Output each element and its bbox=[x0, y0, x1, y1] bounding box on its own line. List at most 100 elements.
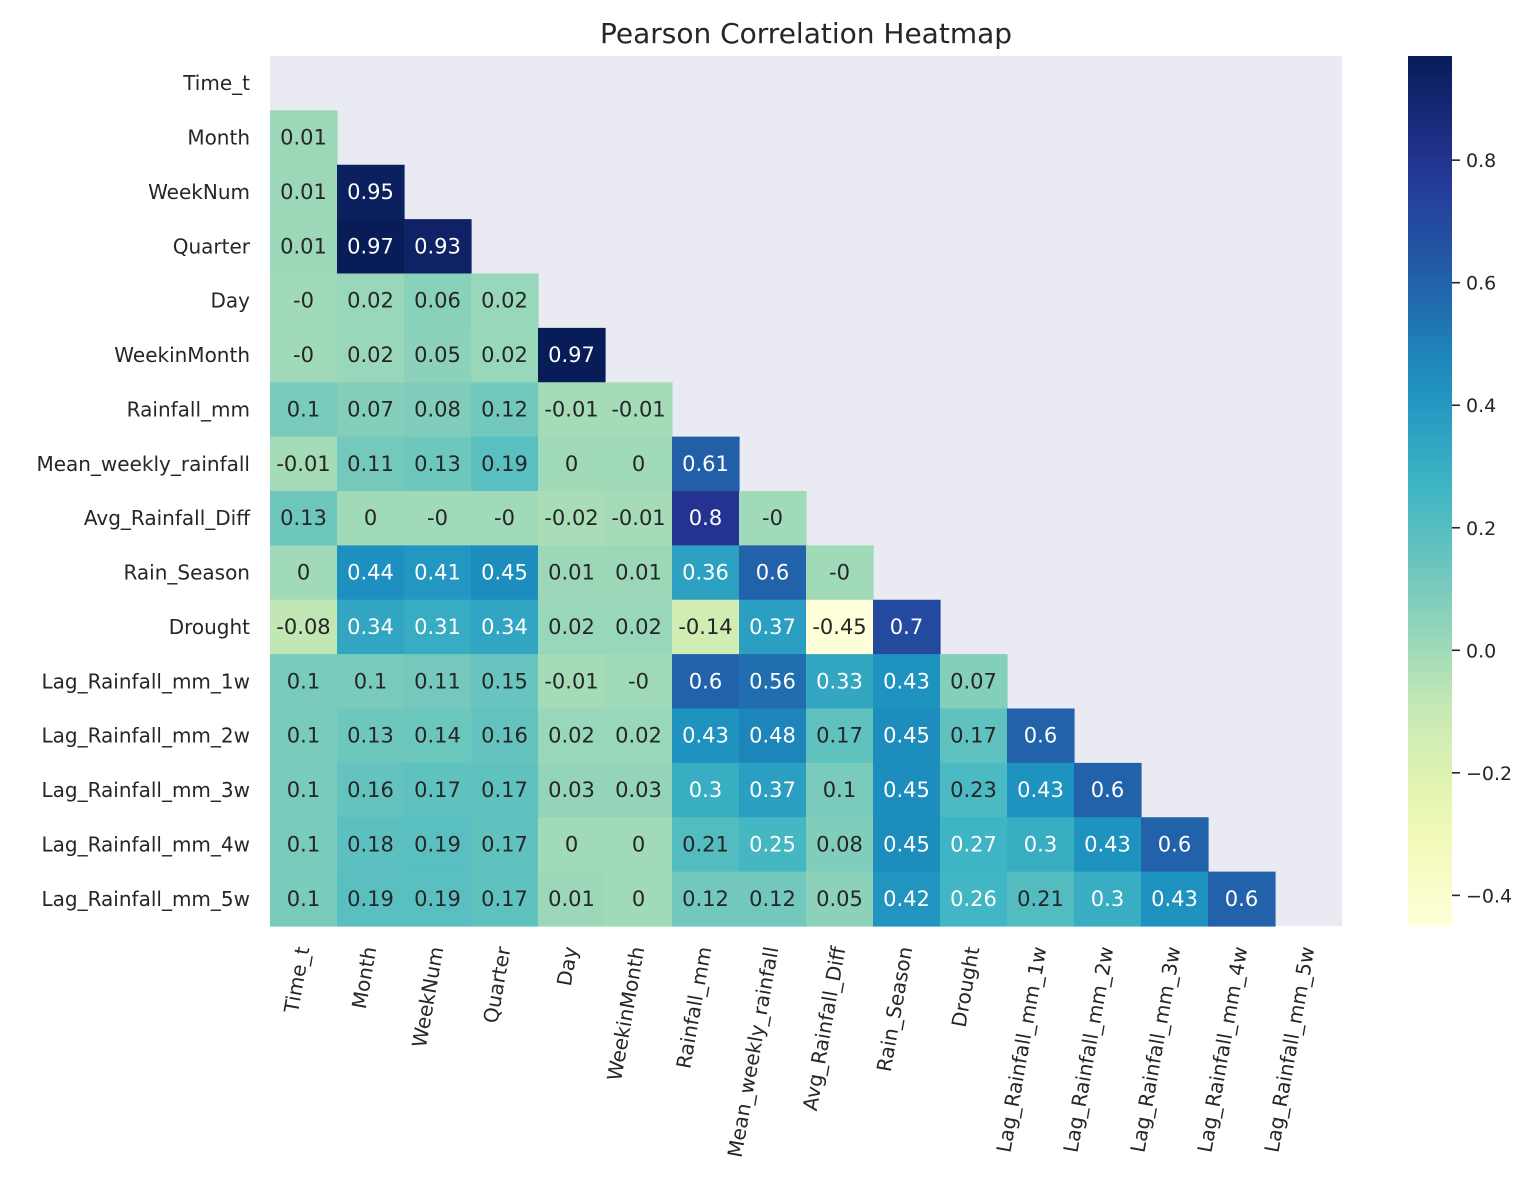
heatmap-cell bbox=[404, 708, 472, 764]
heatmap-cell bbox=[404, 219, 472, 275]
cell-value-label: 0.13 bbox=[414, 452, 461, 476]
cell-value-label: 0.43 bbox=[1084, 832, 1131, 856]
cell-value-label: 0.17 bbox=[816, 724, 863, 748]
heatmap-cell bbox=[337, 871, 405, 927]
cell-value-label: 0.95 bbox=[347, 180, 394, 204]
heatmap-cell bbox=[1074, 871, 1142, 927]
heatmap-cell bbox=[538, 436, 606, 492]
heatmap-cell bbox=[471, 382, 539, 438]
cell-value-label: 0.17 bbox=[414, 778, 461, 802]
heatmap-cell bbox=[471, 599, 539, 655]
cell-value-label: 0.01 bbox=[615, 561, 662, 585]
cell-value-label: 0.56 bbox=[749, 669, 796, 693]
heatmap-cell bbox=[270, 436, 338, 492]
cell-value-label: 0 bbox=[632, 452, 645, 476]
heatmap-cell bbox=[270, 871, 338, 927]
cell-value-label: 0.21 bbox=[1017, 887, 1064, 911]
cell-value-label: -0 bbox=[829, 561, 850, 585]
cell-value-label: -0.01 bbox=[611, 397, 665, 421]
x-tick-label: Rain_Season bbox=[872, 945, 918, 1074]
heatmap-cell bbox=[538, 382, 606, 438]
colorbar-tick-label: 0.2 bbox=[1466, 518, 1496, 540]
heatmap-cell bbox=[337, 327, 405, 383]
heatmap-cell bbox=[806, 762, 874, 818]
y-tick-label: WeekinMonth bbox=[114, 343, 250, 367]
cell-value-label: 0.45 bbox=[883, 724, 930, 748]
y-tick-label: Lag_Rainfall_mm_1w bbox=[42, 669, 251, 693]
cell-value-label: 0.12 bbox=[481, 397, 528, 421]
y-tick-label: Lag_Rainfall_mm_5w bbox=[42, 887, 251, 911]
cell-value-label: -0.01 bbox=[544, 397, 598, 421]
cell-value-label: -0.01 bbox=[276, 452, 330, 476]
cell-value-label: 0.6 bbox=[1024, 724, 1057, 748]
cell-value-label: 0.45 bbox=[481, 561, 528, 585]
cell-value-label: 0.07 bbox=[347, 397, 394, 421]
cell-value-label: -0.01 bbox=[544, 669, 598, 693]
cell-value-label: 0.02 bbox=[481, 289, 528, 313]
heatmap-cell bbox=[538, 817, 606, 873]
x-tick-label: Lag_Rainfall_mm_3w bbox=[1126, 945, 1186, 1155]
x-tick-label: WeekNum bbox=[407, 945, 448, 1050]
cell-value-label: 0.17 bbox=[481, 887, 528, 911]
heatmap-cell bbox=[672, 599, 740, 655]
cell-value-label: 0.6 bbox=[689, 669, 722, 693]
cell-value-label: 0.1 bbox=[354, 669, 387, 693]
heatmap-cell bbox=[739, 762, 807, 818]
heatmap-cell bbox=[337, 164, 405, 220]
y-tick-label: Lag_Rainfall_mm_4w bbox=[42, 832, 251, 856]
cell-value-label: 0 bbox=[297, 561, 310, 585]
cell-value-label: 0.02 bbox=[548, 724, 595, 748]
cell-value-label: 0.6 bbox=[1158, 832, 1191, 856]
heatmap-cell bbox=[1141, 871, 1209, 927]
heatmap-cell bbox=[538, 654, 606, 710]
heatmap-cell bbox=[270, 110, 338, 166]
heatmap-cell bbox=[1074, 817, 1142, 873]
heatmap-cell bbox=[605, 871, 673, 927]
cell-value-label: 0.05 bbox=[414, 343, 461, 367]
heatmap-cell bbox=[404, 382, 472, 438]
heatmap-cell bbox=[739, 599, 807, 655]
cell-value-label: 0.41 bbox=[414, 561, 461, 585]
x-tick-label: Drought bbox=[947, 945, 985, 1029]
heatmap-cell bbox=[605, 762, 673, 818]
heatmap-cell bbox=[1141, 817, 1209, 873]
cell-value-label: 0.02 bbox=[548, 615, 595, 639]
heatmap-cell bbox=[940, 871, 1008, 927]
cell-value-label: 0.02 bbox=[481, 343, 528, 367]
heatmap-cell bbox=[471, 871, 539, 927]
cell-value-label: 0.17 bbox=[481, 832, 528, 856]
cell-value-label: 0.37 bbox=[749, 615, 796, 639]
heatmap-cell bbox=[940, 817, 1008, 873]
cell-value-label: 0 bbox=[565, 832, 578, 856]
heatmap-cell bbox=[270, 654, 338, 710]
cell-value-label: 0.16 bbox=[347, 778, 394, 802]
colorbar-tick-label: 0.4 bbox=[1466, 395, 1496, 417]
heatmap-cell bbox=[404, 654, 472, 710]
heatmap-cell bbox=[739, 491, 807, 546]
y-tick-label: Time_t bbox=[182, 71, 250, 95]
heatmap-cell bbox=[873, 762, 941, 818]
heatmap-cell bbox=[873, 654, 941, 710]
heatmap-cell bbox=[404, 762, 472, 818]
colorbar-ticks: 0.8 0.6 0.4 0.2 0.0 −0.2 −0.4 bbox=[1452, 150, 1512, 907]
cell-value-label: 0.44 bbox=[347, 561, 394, 585]
heatmap-cell bbox=[1007, 762, 1075, 818]
x-tick-label: Quarter bbox=[478, 944, 515, 1025]
chart-title: Pearson Correlation Heatmap bbox=[600, 17, 1012, 50]
colorbar-tick-label: 0.8 bbox=[1466, 150, 1496, 172]
x-tick-label: Lag_Rainfall_mm_2w bbox=[1059, 945, 1119, 1155]
x-tick-label: Time_t bbox=[279, 945, 314, 1016]
cell-value-label: 0.19 bbox=[481, 452, 528, 476]
y-tick-label: Rain_Season bbox=[123, 561, 250, 585]
heatmap-cell bbox=[605, 436, 673, 492]
cell-value-label: 0.19 bbox=[414, 832, 461, 856]
heatmap-cell bbox=[672, 491, 740, 546]
x-tick-label: Rainfall_mm bbox=[671, 945, 716, 1071]
cell-value-label: 0.01 bbox=[548, 561, 595, 585]
heatmap-cell bbox=[605, 382, 673, 438]
heatmap-cell bbox=[337, 708, 405, 764]
colorbar-tick-label: 0.0 bbox=[1466, 640, 1496, 662]
heatmap-cell bbox=[739, 545, 807, 601]
cell-value-label: 0.1 bbox=[287, 832, 320, 856]
cell-value-label: 0 bbox=[632, 832, 645, 856]
